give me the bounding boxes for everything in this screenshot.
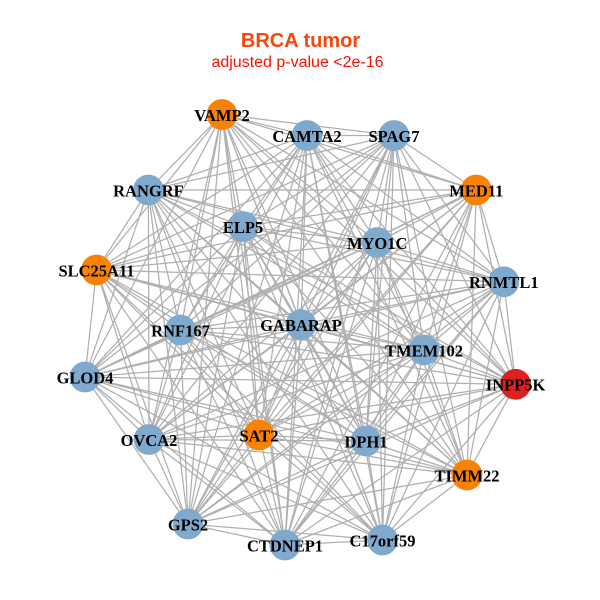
- svg-text:RANGRF: RANGRF: [113, 181, 184, 200]
- svg-text:MYO1C: MYO1C: [347, 234, 408, 253]
- svg-text:INPP5K: INPP5K: [486, 376, 546, 395]
- svg-text:adjusted p-value <2e-16: adjusted p-value <2e-16: [211, 54, 383, 71]
- svg-text:SPAG7: SPAG7: [368, 127, 419, 146]
- svg-text:GABARAP: GABARAP: [260, 316, 342, 335]
- svg-text:SLC25A11: SLC25A11: [58, 261, 134, 280]
- svg-text:VAMP2: VAMP2: [194, 106, 250, 125]
- svg-text:CAMTA2: CAMTA2: [272, 127, 341, 146]
- svg-text:RNF167: RNF167: [151, 321, 210, 340]
- svg-text:SAT2: SAT2: [239, 426, 278, 445]
- svg-text:ELP5: ELP5: [223, 218, 263, 237]
- svg-text:BRCA tumor: BRCA tumor: [241, 30, 360, 52]
- svg-text:TMEM102: TMEM102: [385, 341, 463, 360]
- svg-text:RNMTL1: RNMTL1: [469, 273, 539, 292]
- svg-text:TIMM22: TIMM22: [434, 466, 499, 485]
- svg-text:GPS2: GPS2: [168, 515, 208, 534]
- svg-text:MED11: MED11: [449, 181, 503, 200]
- svg-text:DPH1: DPH1: [344, 432, 387, 451]
- svg-text:CTDNEP1: CTDNEP1: [247, 536, 323, 555]
- svg-text:GLOD4: GLOD4: [57, 368, 114, 387]
- svg-text:C17orf59: C17orf59: [350, 531, 416, 550]
- svg-text:OVCA2: OVCA2: [121, 431, 178, 450]
